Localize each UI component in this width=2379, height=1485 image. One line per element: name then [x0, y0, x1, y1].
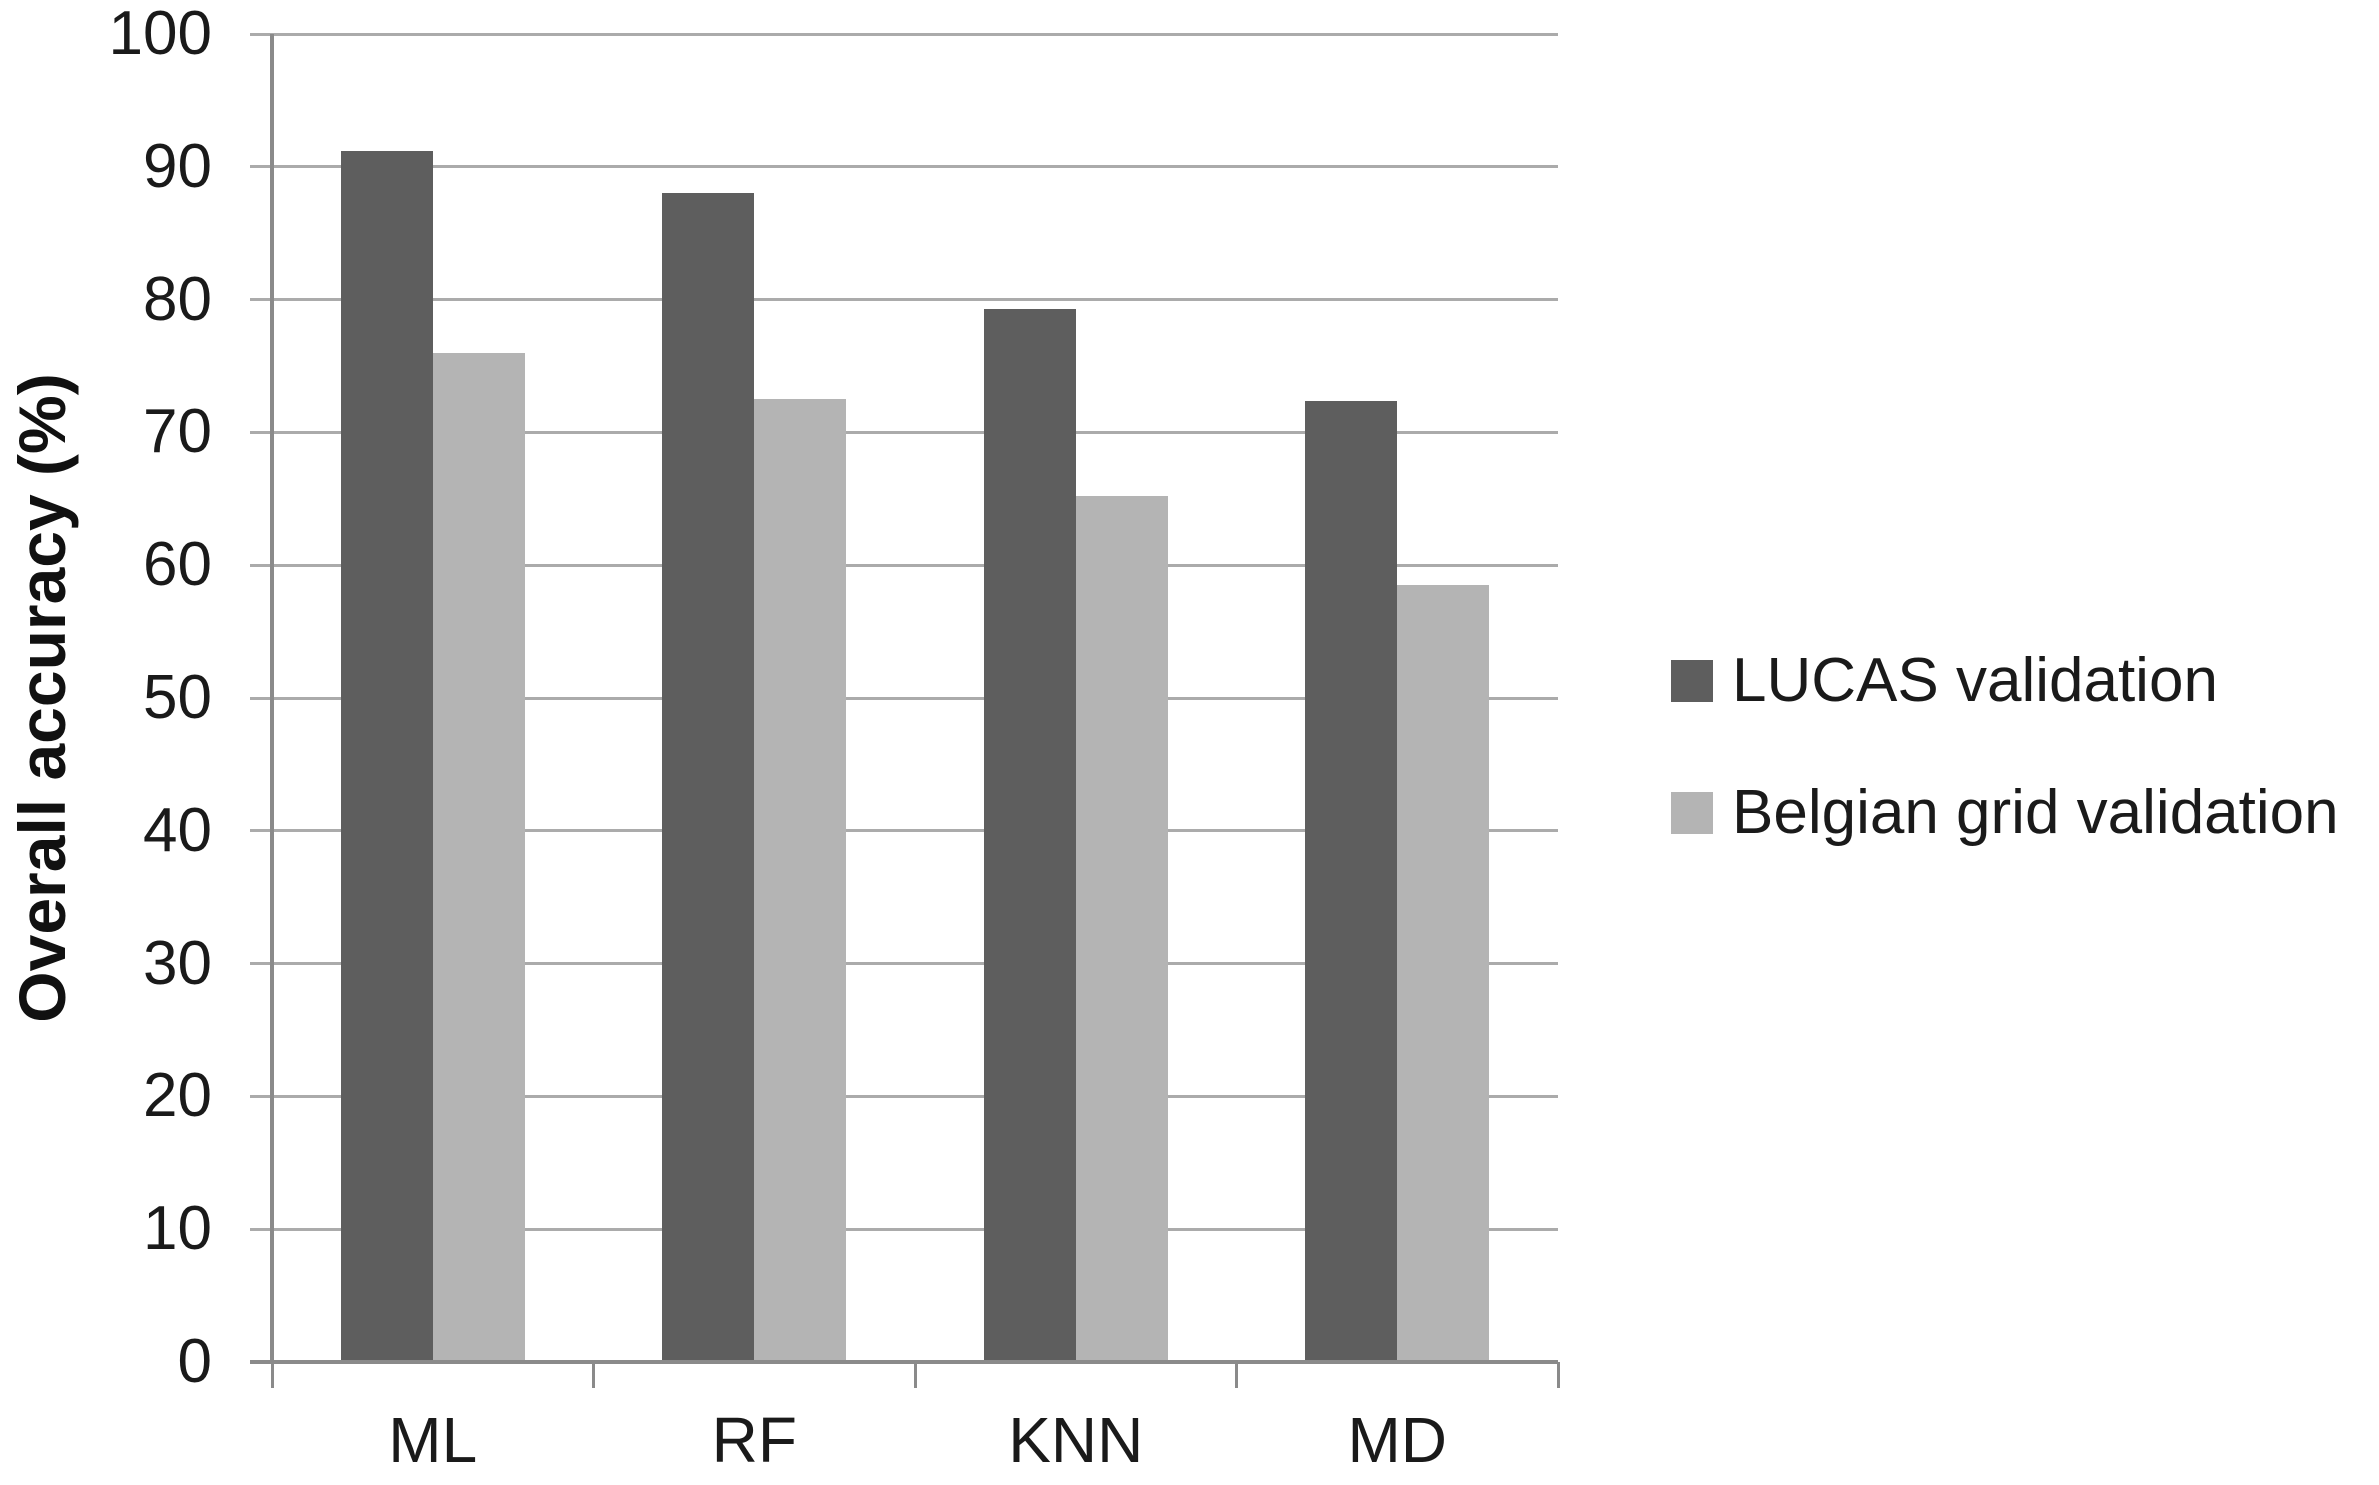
y-tick-label-80: 80: [143, 264, 212, 334]
y-tick-label-30: 30: [143, 928, 212, 998]
bar-belgian-grid-validation-knn: [1075, 496, 1168, 1362]
legend-label-lucas-validation: LUCAS validation: [1732, 646, 2218, 715]
legend-item-belgian-grid-validation: Belgian grid validation: [1671, 778, 2339, 847]
y-tick-label-60: 60: [143, 530, 212, 600]
gridline-40: [250, 829, 1558, 833]
bar-lucas-validation-md: [1305, 400, 1398, 1362]
x-tick-label-ml: ML: [388, 1404, 478, 1476]
x-axis-tick-1: [592, 1362, 595, 1388]
y-axis-line: [270, 34, 274, 1362]
bar-belgian-grid-validation-md: [1397, 585, 1490, 1362]
bar-lucas-validation-rf: [662, 193, 755, 1362]
y-tick-label-100: 100: [108, 0, 212, 68]
y-tick-label-50: 50: [143, 663, 212, 732]
x-axis-line: [250, 1360, 1558, 1364]
gridline-10: [250, 1227, 1558, 1231]
bar-belgian-grid-validation-ml: [432, 352, 525, 1362]
x-tick-label-rf: RF: [711, 1404, 797, 1476]
legend-item-lucas-validation: LUCAS validation: [1671, 646, 2339, 715]
gridline-60: [250, 563, 1558, 567]
x-axis-tick-3: [1235, 1362, 1238, 1388]
x-tick-label-md: MD: [1347, 1404, 1448, 1476]
legend-swatch-belgian-grid-validation: [1671, 792, 1713, 834]
gridline-80: [250, 298, 1558, 302]
y-tick-label-10: 10: [143, 1194, 212, 1264]
x-axis-tick-0: [270, 1362, 274, 1388]
y-tick-label-40: 40: [143, 795, 212, 865]
y-tick-label-0: 0: [177, 1327, 212, 1396]
x-axis-tick-4: [1556, 1362, 1560, 1388]
gridline-90: [250, 165, 1558, 169]
x-tick-label-knn: KNN: [1008, 1404, 1144, 1476]
bar-belgian-grid-validation-rf: [754, 399, 847, 1362]
gridline-30: [250, 962, 1558, 966]
legend: LUCAS validation Belgian grid validation: [1671, 646, 2339, 916]
legend-swatch-lucas-validation: [1671, 660, 1713, 702]
y-tick-label-70: 70: [143, 397, 212, 467]
bar-lucas-validation-ml: [340, 150, 433, 1362]
gridline-70: [250, 430, 1558, 434]
bar-lucas-validation-knn: [983, 308, 1076, 1362]
gridline-100: [250, 32, 1558, 36]
plot-area: [250, 32, 1560, 1388]
legend-label-belgian-grid-validation: Belgian grid validation: [1732, 778, 2339, 847]
gridline-20: [250, 1094, 1558, 1098]
y-tick-label-90: 90: [143, 131, 212, 201]
x-axis-tick-2: [913, 1362, 917, 1388]
gridline-50: [250, 696, 1558, 700]
y-tick-label-20: 20: [143, 1061, 212, 1131]
